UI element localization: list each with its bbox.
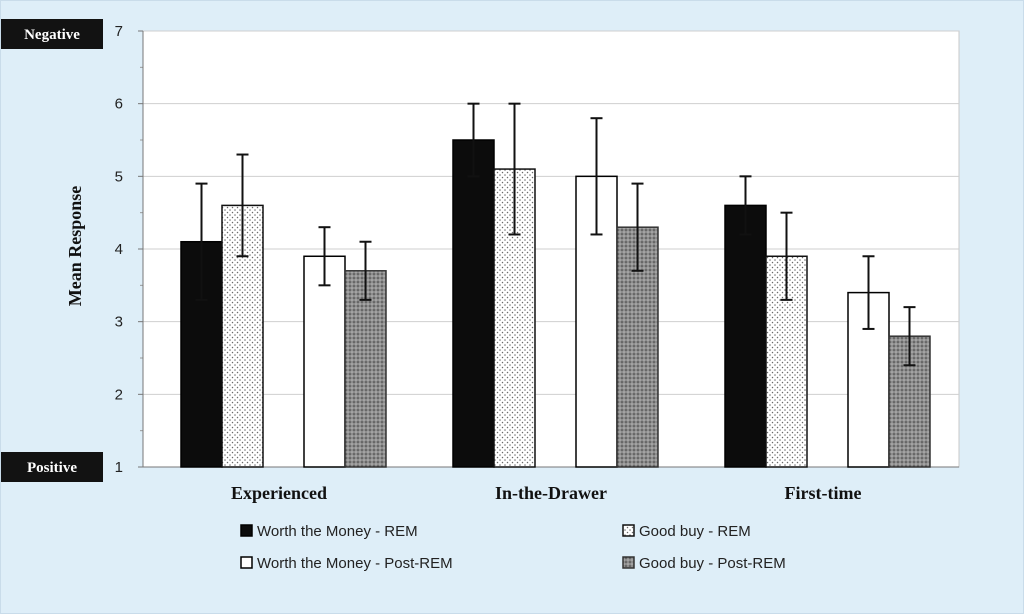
- legend-swatch: [240, 524, 253, 537]
- category-labels: Experienced In-the-Drawer First-time: [231, 483, 861, 503]
- legend-label: Good buy - Post-REM: [639, 555, 786, 572]
- legend-item-good-buy-rem: Good buy - REM: [622, 523, 751, 540]
- bars: [180, 139, 931, 468]
- y-tick-labels: 1 2 3 4 5 6 7: [115, 23, 123, 476]
- y-tick-label: 6: [115, 96, 123, 113]
- y-tick-label: 1: [115, 459, 123, 476]
- category-label-in-the-drawer: In-the-Drawer: [495, 483, 607, 503]
- bar-first-time-worth-the-money-rem: [724, 204, 767, 468]
- bar-in-the-drawer-worth-the-money-rem: [452, 139, 495, 468]
- legend-label: Worth the Money - Post-REM: [257, 555, 453, 572]
- category-label-experienced: Experienced: [231, 483, 327, 503]
- negative-label: Negative: [24, 27, 80, 43]
- negative-badge: Negative: [1, 19, 103, 49]
- legend-swatch: [622, 524, 635, 537]
- y-tick-label: 7: [115, 23, 123, 40]
- bar-experienced-good-buy-post-rem: [344, 270, 387, 468]
- positive-badge: Positive: [1, 452, 103, 482]
- error-bars: [195, 102, 916, 367]
- y-tick-label: 4: [115, 241, 123, 258]
- legend-item-worth-the-money-rem: Worth the Money - REM: [240, 523, 418, 540]
- legend-label: Worth the Money - REM: [257, 523, 418, 540]
- category-label-first-time: First-time: [785, 483, 862, 503]
- positive-label: Positive: [27, 460, 77, 476]
- legend-label: Good buy - REM: [639, 523, 751, 540]
- y-tick-label: 5: [115, 168, 123, 185]
- legend-item-worth-the-money-post-rem: Worth the Money - Post-REM: [240, 555, 453, 572]
- y-tick-label: 2: [115, 386, 123, 403]
- legend-swatch: [622, 556, 635, 569]
- gridlines: [138, 30, 959, 468]
- legend-swatch: [240, 556, 253, 569]
- legend-item-good-buy-post-rem: Good buy - Post-REM: [622, 555, 786, 572]
- y-axis-label: Mean Response: [65, 186, 85, 307]
- legend: Worth the Money - REM Good buy - REM Worth…: [240, 523, 786, 572]
- y-tick-label: 3: [115, 314, 123, 331]
- bar-experienced-worth-the-money-post-rem: [303, 255, 346, 468]
